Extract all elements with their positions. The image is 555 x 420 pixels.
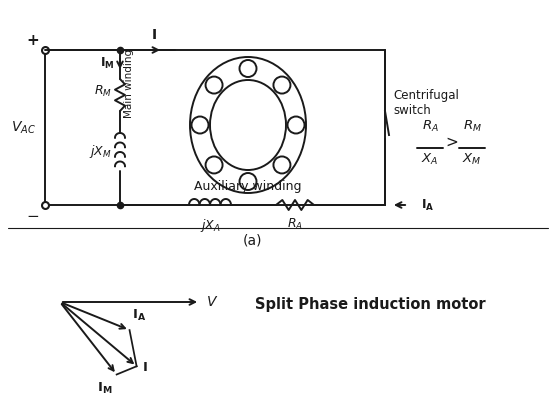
- Text: $\mathbf{I_A}$: $\mathbf{I_A}$: [421, 197, 435, 213]
- Text: Split Phase induction motor: Split Phase induction motor: [255, 297, 485, 312]
- Circle shape: [240, 60, 256, 77]
- Text: (a): (a): [243, 233, 263, 247]
- Circle shape: [274, 157, 290, 173]
- Text: $R_M$: $R_M$: [94, 84, 112, 99]
- Text: +: +: [26, 33, 39, 48]
- Circle shape: [191, 116, 209, 134]
- Text: $R_A$: $R_A$: [422, 119, 438, 134]
- Text: Auxiliary winding: Auxiliary winding: [194, 180, 302, 193]
- Text: $X_M$: $X_M$: [462, 152, 482, 167]
- Text: Centrifugal
switch: Centrifugal switch: [393, 89, 459, 117]
- Text: $>$: $>$: [443, 134, 459, 150]
- Text: $jX_M$: $jX_M$: [89, 144, 112, 160]
- Text: $V$: $V$: [206, 295, 218, 309]
- Text: $\mathbf{I_M}$: $\mathbf{I_M}$: [100, 55, 115, 71]
- Text: $\mathbf{I}$: $\mathbf{I}$: [151, 28, 157, 42]
- Text: $\mathbf{I}$: $\mathbf{I}$: [142, 361, 147, 374]
- Text: $jX_A$: $jX_A$: [200, 217, 220, 234]
- Circle shape: [240, 173, 256, 190]
- Text: Main winding: Main winding: [124, 50, 134, 118]
- Text: $X_A$: $X_A$: [421, 152, 438, 167]
- Text: $R_A$: $R_A$: [287, 217, 303, 232]
- Text: $V_{AC}$: $V_{AC}$: [11, 119, 36, 136]
- Circle shape: [287, 116, 305, 134]
- Text: $\mathbf{I_M}$: $\mathbf{I_M}$: [97, 381, 113, 396]
- Circle shape: [205, 76, 223, 94]
- Text: $-$: $-$: [26, 207, 39, 222]
- Text: $\mathbf{I_A}$: $\mathbf{I_A}$: [132, 308, 146, 323]
- Circle shape: [274, 76, 290, 94]
- Text: $R_M$: $R_M$: [462, 119, 482, 134]
- Circle shape: [205, 157, 223, 173]
